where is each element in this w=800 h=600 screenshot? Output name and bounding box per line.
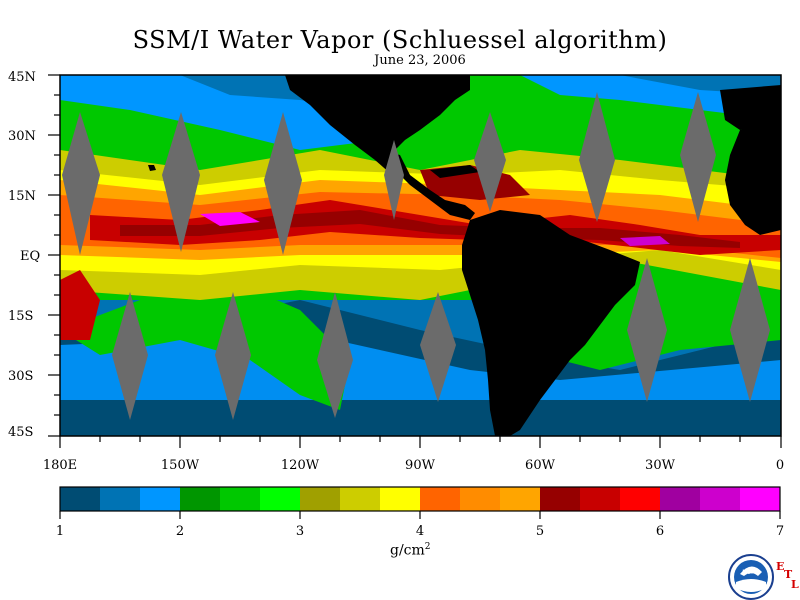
west-pacific-red xyxy=(60,270,100,340)
lat-label-45n: 45N xyxy=(8,70,36,85)
land xyxy=(148,75,781,436)
africa-bulge xyxy=(720,85,781,130)
colorbar-swatch xyxy=(300,487,341,511)
lon-label-120w: 120W xyxy=(280,458,320,473)
lat-label-15n: 15N xyxy=(8,189,36,204)
swath-gap-5 xyxy=(474,112,506,212)
colorbar-tick-1: 1 xyxy=(55,524,65,539)
lon-label-0: 0 xyxy=(775,458,785,473)
west-africa xyxy=(725,120,781,235)
lon-label-180e: 180E xyxy=(42,458,78,473)
colorbar-tick-7: 7 xyxy=(775,524,785,539)
swath-gap-4 xyxy=(384,140,404,220)
map-date: June 23, 2006 xyxy=(374,53,466,68)
lon-label-30w: 30W xyxy=(645,458,675,473)
colorbar-tick-5: 5 xyxy=(535,524,545,539)
map-title: SSM/I Water Vapor (Schluessel algorithm) xyxy=(132,26,668,54)
cuba xyxy=(430,165,480,178)
swath-gap-13 xyxy=(730,258,770,402)
colorbar-ticks xyxy=(59,511,781,519)
lat-label-45s: 45S xyxy=(8,425,34,440)
north-america xyxy=(285,75,470,175)
colorbar-swatch xyxy=(60,487,101,511)
noaa-logo: NOAA xyxy=(728,554,774,600)
colorbar-tick-2: 2 xyxy=(175,524,185,539)
hawaii xyxy=(148,165,156,171)
colorbar-swatch xyxy=(460,487,501,511)
colorbar-tick-3: 3 xyxy=(295,524,305,539)
noaa-logo-text: NOAA xyxy=(742,569,760,576)
swath-gap-2 xyxy=(162,112,200,252)
colorbar-swatch xyxy=(100,487,141,511)
map-ticks xyxy=(48,74,782,448)
colorbar-swatch xyxy=(660,487,701,511)
lat-label-30n: 30N xyxy=(8,129,36,144)
colorbar-swatch xyxy=(420,487,461,511)
swath-gap-9 xyxy=(215,292,251,420)
colorbar-swatch xyxy=(540,487,581,511)
swath-gap-3 xyxy=(264,112,302,255)
colorbar-swatch xyxy=(620,487,661,511)
colorbar-tick-6: 6 xyxy=(655,524,665,539)
colorbar-swatch xyxy=(340,487,381,511)
itcz-magenta-2 xyxy=(620,236,670,246)
lat-label-30s: 30S xyxy=(8,369,34,384)
lon-label-90w: 90W xyxy=(405,458,435,473)
etl-letter-e: E xyxy=(776,560,785,573)
colorbar-swatch xyxy=(700,487,741,511)
swath-gap-7 xyxy=(680,92,716,222)
colorbar-swatch xyxy=(740,487,781,511)
colorbar-swatches xyxy=(60,487,781,511)
colorbar-unit-text: g/cm xyxy=(390,542,425,559)
swath-gap-1 xyxy=(62,112,100,255)
swath-gap-12 xyxy=(627,258,667,402)
mexico-central-america xyxy=(380,150,475,220)
lon-label-60w: 60W xyxy=(525,458,555,473)
swath-gap-10 xyxy=(317,292,353,418)
etl-letter-l: L xyxy=(791,578,799,591)
colorbar-swatch xyxy=(260,487,301,511)
colorbar-swatch xyxy=(220,487,261,511)
colorbar-swatch xyxy=(180,487,221,511)
colorbar-tick-4: 4 xyxy=(415,524,425,539)
swath-gap-8 xyxy=(112,292,148,420)
colorbar-unit: g/cm2 xyxy=(390,542,431,559)
lon-label-150w: 150W xyxy=(160,458,200,473)
itcz-magenta xyxy=(200,212,260,226)
colorbar-swatch xyxy=(580,487,621,511)
lat-label-15s: 15S xyxy=(8,309,34,324)
colorbar-swatch xyxy=(140,487,181,511)
etl-letter-t: T xyxy=(784,568,793,581)
swath-gaps xyxy=(62,92,770,420)
swath-gap-11 xyxy=(420,292,456,402)
colorbar-swatch xyxy=(380,487,421,511)
swath-gap-6 xyxy=(579,92,615,222)
lat-label-eq: EQ xyxy=(20,249,41,264)
colorbar-unit-sup: 2 xyxy=(424,542,431,552)
south-america xyxy=(462,210,640,436)
colorbar-swatch xyxy=(500,487,541,511)
